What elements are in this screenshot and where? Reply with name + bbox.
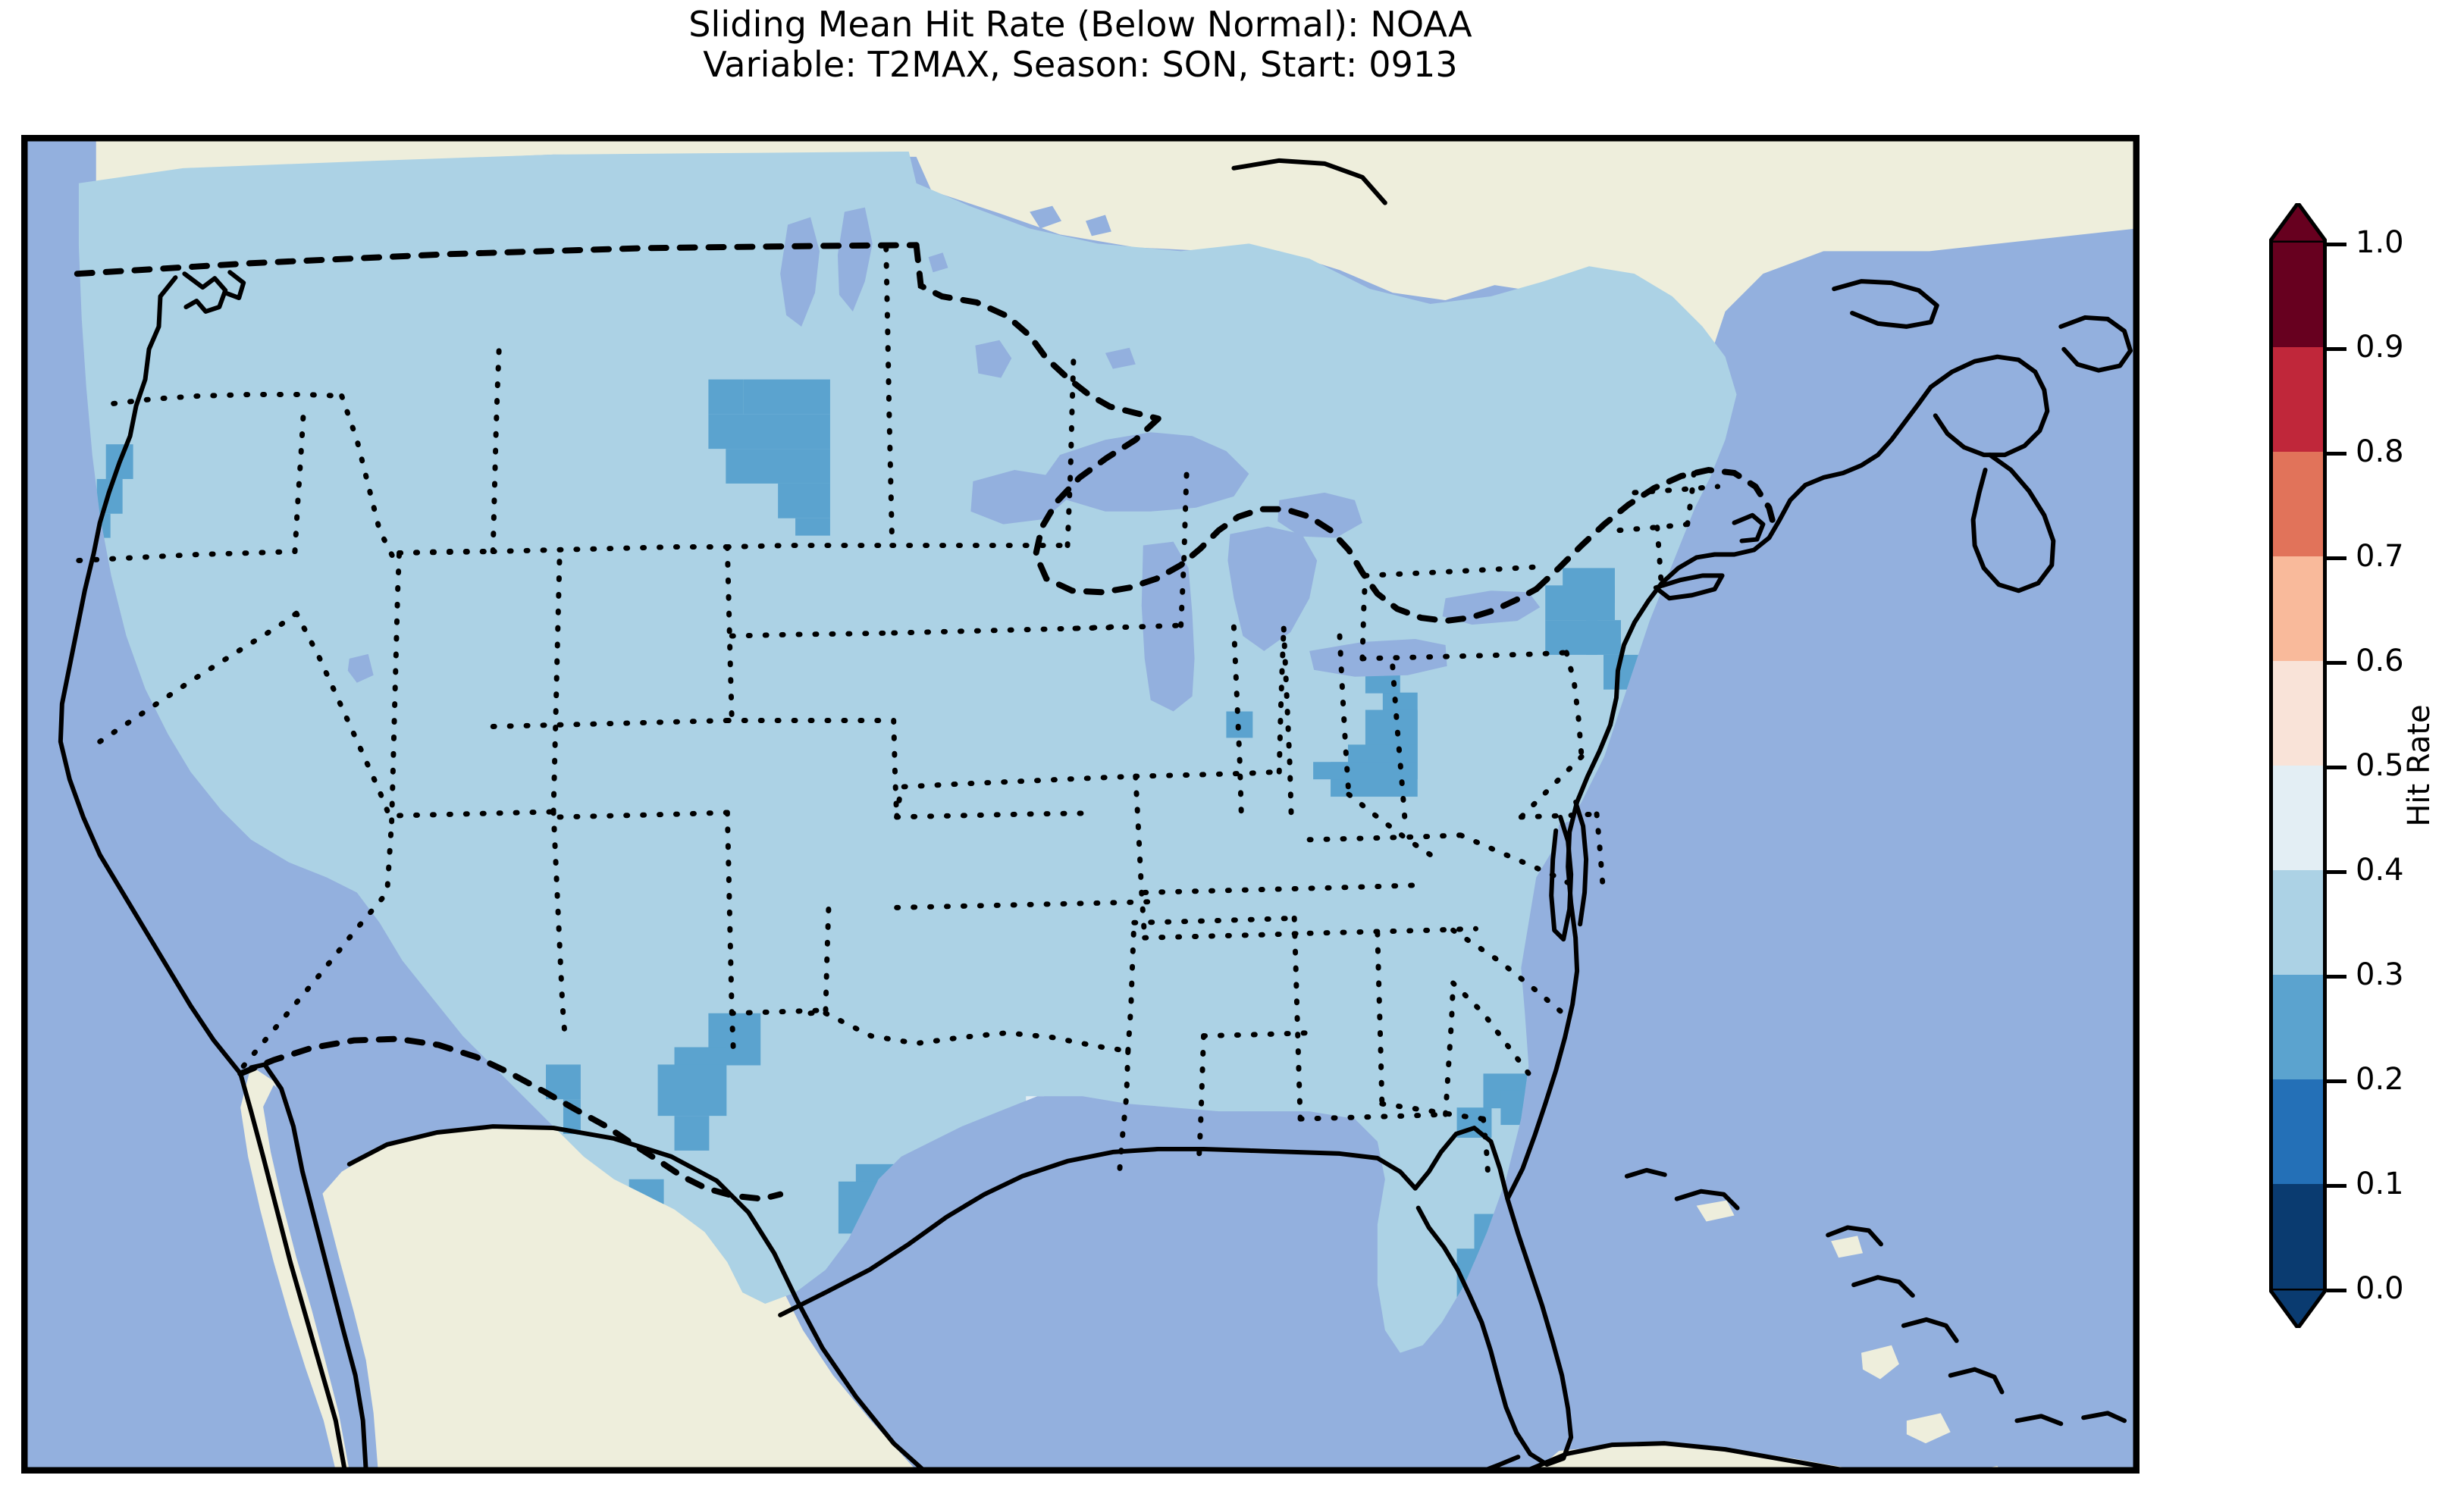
colorbar-tick-0.0 [2327,1289,2346,1292]
title-line-1: Sliding Mean Hit Rate (Below Normal): NO… [688,4,1472,45]
colorbar-ticklabel-0.0: 0.0 [2356,1271,2404,1306]
colorbar-tick-0.7 [2327,556,2346,560]
map-frame [24,138,2136,1471]
colorbar: 1.0 0.9 0.8 0.7 0.6 0.5 0.4 0.3 0.2 0.1 … [2269,203,2404,1328]
colorbar-tick-0.2 [2327,1079,2346,1083]
colorbar-band-0.4-0.5 [2269,766,2327,870]
colorbar-tick-0.3 [2327,975,2346,979]
colorbar-tick-0.1 [2327,1184,2346,1188]
colorbar-tick-0.9 [2327,347,2346,351]
colorbar-ticklabel-0.3: 0.3 [2356,957,2404,992]
title-line-2: Variable: T2MAX, Season: SON, Start: 091… [703,44,1458,86]
colorbar-band-0.8-0.9 [2269,347,2327,452]
state-borders [76,245,1721,1182]
colorbar-ticklabel-0.8: 0.8 [2356,434,2404,469]
colorbar-band-0.7-0.8 [2269,452,2327,556]
colorbar-band-0.3-0.4 [2269,870,2327,975]
colorbar-tick-0.5 [2327,766,2346,769]
colorbar-ticklabel-0.4: 0.4 [2356,853,2404,888]
colorbar-tick-1.0 [2327,243,2346,246]
colorbar-ticklabel-0.6: 0.6 [2356,644,2404,678]
colorbar-band-0.0-0.1 [2269,1184,2327,1289]
map-plot-area [21,135,2140,1474]
colorbar-ticklabel-1.0: 1.0 [2356,225,2404,260]
chart-title: Sliding Mean Hit Rate (Below Normal): NO… [0,0,2161,86]
colorbar-outline [2269,243,2327,1289]
colorbar-ticklabel-0.5: 0.5 [2356,748,2404,783]
colorbar-band-0.1-0.2 [2269,1079,2327,1184]
colorbar-band-0.5-0.6 [2269,661,2327,766]
colorbar-tick-0.8 [2327,452,2346,456]
national-borders [74,242,1779,1202]
colorbar-band-0.9-1.0 [2269,243,2327,347]
colorbar-band-0.6-0.7 [2269,556,2327,661]
colorbar-ticklabel-0.2: 0.2 [2356,1062,2404,1097]
coastlines [58,158,2133,1471]
map-graphic [24,138,2136,1471]
colorbar-tick-0.4 [2327,870,2346,874]
colorbar-extend-top [2269,203,2327,243]
colorbar-band-0.2-0.3 [2269,975,2327,1079]
colorbar-axis-label: Hit Rate [2402,704,2437,827]
colorbar-ticklabel-0.7: 0.7 [2356,539,2404,574]
colorbar-extend-bottom [2269,1289,2327,1328]
colorbar-tick-0.6 [2327,661,2346,665]
lakes [263,205,2051,1471]
colorbar-ticklabel-0.1: 0.1 [2356,1167,2404,1201]
colorbar-ticklabel-0.9: 0.9 [2356,330,2404,365]
